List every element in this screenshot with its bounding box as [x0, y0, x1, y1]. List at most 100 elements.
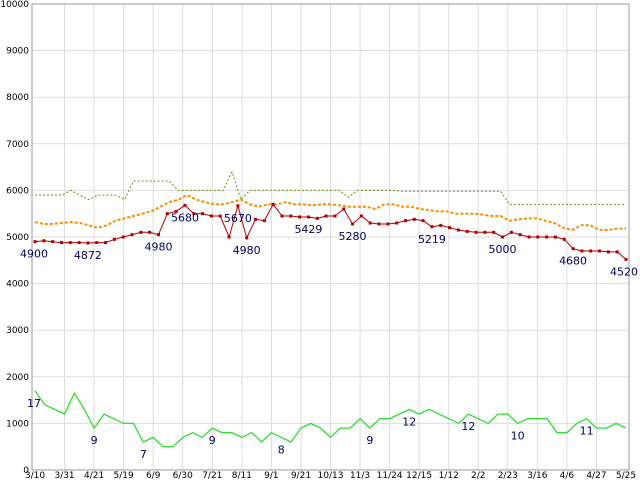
price-point	[562, 237, 566, 241]
price-point	[456, 228, 460, 232]
data-label-price: 4520	[610, 265, 638, 278]
price-point	[51, 240, 55, 244]
price-point	[33, 240, 37, 244]
data-label-price: 5280	[339, 230, 367, 243]
data-label-price: 5680	[171, 211, 199, 224]
y-tick-label: 3000	[6, 326, 29, 336]
price-point	[615, 250, 619, 254]
price-point	[359, 214, 363, 218]
price-point	[412, 217, 416, 221]
data-label-volume: 17	[27, 397, 41, 410]
x-tick-label: 6/9	[146, 471, 161, 480]
x-tick-label: 6/30	[173, 471, 193, 480]
x-axis-ticks: 3/10 3/31 4/21 5/19 6/9 6/30 7/21 8/11 9/1 9/21 10…	[25, 471, 636, 480]
price-point	[112, 237, 116, 241]
data-label-volume: 9	[366, 434, 373, 447]
series-line-upper	[35, 170, 626, 205]
price-point	[501, 235, 505, 239]
price-point	[121, 235, 125, 239]
price-point	[227, 235, 231, 239]
data-label-price: 5670	[224, 212, 252, 225]
price-point	[589, 249, 593, 253]
x-tick-label: 10/13	[318, 471, 344, 480]
price-point	[333, 214, 337, 218]
price-point	[192, 212, 196, 216]
price-point	[59, 241, 63, 245]
data-label-price: 4980	[144, 241, 172, 254]
price-point	[156, 233, 160, 237]
price-markers	[33, 202, 628, 261]
price-point	[86, 241, 90, 245]
grid	[32, 4, 629, 470]
price-point	[483, 230, 487, 234]
y-tick-label: 8000	[6, 93, 29, 103]
x-tick-label: 3/10	[25, 471, 45, 480]
price-point	[368, 221, 372, 225]
price-point	[209, 214, 213, 218]
x-tick-label: 4/27	[586, 471, 606, 480]
price-point	[139, 230, 143, 234]
price-point	[377, 222, 381, 226]
x-tick-label: 4/21	[84, 471, 104, 480]
x-tick-label: 5/19	[114, 471, 134, 480]
y-tick-label: 0	[23, 466, 29, 476]
y-tick-label: 4000	[6, 280, 29, 290]
price-point	[174, 209, 178, 213]
x-tick-label: 11/24	[377, 471, 403, 480]
data-label-volume: 7	[140, 448, 147, 461]
x-tick-label: 8/11	[232, 471, 252, 480]
price-point	[571, 247, 575, 251]
price-point	[553, 235, 557, 239]
data-label-volume: 8	[278, 443, 285, 456]
price-point	[254, 217, 258, 221]
price-point	[518, 233, 522, 237]
price-point	[298, 215, 302, 219]
price-point	[271, 202, 275, 206]
data-label-volume: 9	[209, 434, 216, 447]
data-label-price: 5219	[418, 233, 446, 246]
price-point	[201, 212, 205, 216]
y-tick-label: 1000	[6, 419, 29, 429]
price-point	[342, 207, 346, 211]
x-tick-label: 12/15	[406, 471, 432, 480]
price-point	[580, 249, 584, 253]
price-point	[95, 241, 99, 245]
price-point	[403, 219, 407, 223]
series-line-volume	[34, 390, 627, 448]
price-point	[439, 223, 443, 227]
price-point	[245, 236, 249, 240]
x-tick-label: 9/1	[264, 471, 278, 480]
x-tick-label: 1/12	[439, 471, 459, 480]
y-tick-label: 2000	[6, 373, 29, 383]
price-point	[545, 235, 549, 239]
price-point	[395, 221, 399, 225]
price-point	[42, 239, 46, 243]
price-point	[306, 215, 310, 219]
price-point	[236, 204, 240, 208]
x-tick-label: 4/6	[560, 471, 575, 480]
price-point	[130, 233, 134, 237]
data-label-price: 5429	[294, 223, 322, 236]
data-label-volume: 12	[461, 420, 475, 433]
price-point	[474, 230, 478, 234]
data-label-price: 4980	[233, 244, 261, 257]
data-label-volume: 11	[580, 425, 594, 438]
data-labels: 4900 4872 4980 5680 5670 4980 5429 5280 5219 5000…	[20, 211, 638, 461]
y-tick-label: 5000	[6, 233, 29, 243]
data-label-price: 5000	[489, 243, 517, 256]
data-label-volume: 9	[91, 434, 98, 447]
price-point	[289, 214, 293, 218]
price-point	[492, 230, 496, 234]
series-line-average	[34, 193, 626, 232]
price-point	[448, 226, 452, 230]
data-label-price: 4680	[559, 255, 587, 268]
x-tick-label: 2/2	[471, 471, 485, 480]
price-point	[536, 235, 540, 239]
x-tick-label: 3/31	[54, 471, 74, 480]
data-label-price: 4872	[74, 249, 102, 262]
price-point	[598, 249, 602, 253]
x-tick-label: 7/21	[202, 471, 222, 480]
y-tick-label: 9000	[6, 47, 29, 57]
price-point	[606, 250, 610, 254]
